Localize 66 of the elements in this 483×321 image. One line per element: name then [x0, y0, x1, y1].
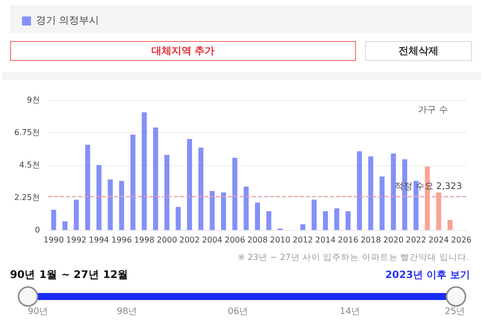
x-tick-label: 2026	[451, 236, 472, 244]
bar	[62, 221, 68, 230]
y-tick-label: 9천	[26, 96, 40, 104]
x-tick-label: 1996	[111, 236, 132, 244]
bar	[187, 139, 192, 230]
bar	[51, 210, 56, 230]
x-tick-label: 2014	[315, 236, 336, 244]
x-tick-label: 2012	[292, 236, 313, 244]
bar	[74, 200, 79, 230]
bar	[142, 112, 147, 230]
x-tick-label: 2000	[156, 236, 178, 244]
text: 90년	[26, 306, 50, 318]
text: 25년	[444, 306, 466, 318]
x-tick-label: 1990	[43, 236, 64, 244]
y-tick-label: 0	[34, 226, 40, 234]
bar	[380, 176, 385, 230]
bar	[334, 208, 340, 230]
bar	[108, 179, 113, 230]
bar	[221, 192, 226, 230]
text: 06년	[226, 306, 250, 318]
bar	[176, 206, 181, 230]
bar	[198, 148, 204, 230]
bar	[390, 153, 396, 230]
y-tick-label: 4.5천	[19, 160, 40, 170]
bar	[119, 180, 124, 230]
bar	[210, 191, 215, 230]
bar	[346, 211, 351, 230]
x-tick-label: 2004	[202, 236, 222, 244]
text: 2023년 이후 보기	[385, 269, 470, 282]
x-tick-label: 1998	[134, 236, 154, 244]
y-axis-title: 가구 수	[418, 106, 448, 116]
x-tick-label: 2022	[406, 236, 426, 244]
bar	[300, 224, 306, 230]
x-tick-label: 1994	[88, 236, 110, 244]
bar	[153, 127, 158, 230]
bar	[368, 156, 374, 230]
y-tick-label: 6.75천	[14, 128, 40, 137]
x-tick-label: 2016	[338, 236, 358, 244]
text: 대체지역 추가	[10, 41, 356, 61]
legend-label: 경기 의정부시	[36, 16, 100, 26]
bar	[322, 211, 328, 230]
bar	[96, 165, 102, 230]
text: 14년	[338, 306, 362, 318]
bar	[448, 220, 453, 230]
bar	[356, 151, 362, 230]
bar	[85, 144, 90, 230]
text: 전체삭제	[365, 41, 472, 61]
x-tick-label: 2010	[270, 236, 290, 244]
text: 98년	[116, 306, 138, 318]
bar	[312, 200, 317, 230]
bar	[244, 186, 249, 230]
bar	[255, 202, 260, 230]
x-tick-label: 1992	[66, 236, 86, 244]
bar	[164, 154, 170, 230]
x-tick-label: 2018	[360, 236, 381, 244]
y-tick-label: 2.25천	[14, 193, 40, 202]
bar	[130, 134, 136, 230]
x-tick-label: 2006	[224, 236, 246, 244]
text: 90년 1월 ~ 27년 12월	[10, 268, 129, 282]
bar	[232, 158, 238, 230]
x-tick-label: 2008	[247, 236, 268, 244]
bar	[266, 211, 272, 230]
x-tick-label: 2024	[428, 236, 449, 244]
x-tick-label: 2002	[179, 236, 200, 244]
text: ※ 23년 ~ 27년 사이 입주하는 아파트는 빨간막대 입니다.	[238, 252, 469, 264]
x-tick-label: 2020	[383, 236, 404, 244]
